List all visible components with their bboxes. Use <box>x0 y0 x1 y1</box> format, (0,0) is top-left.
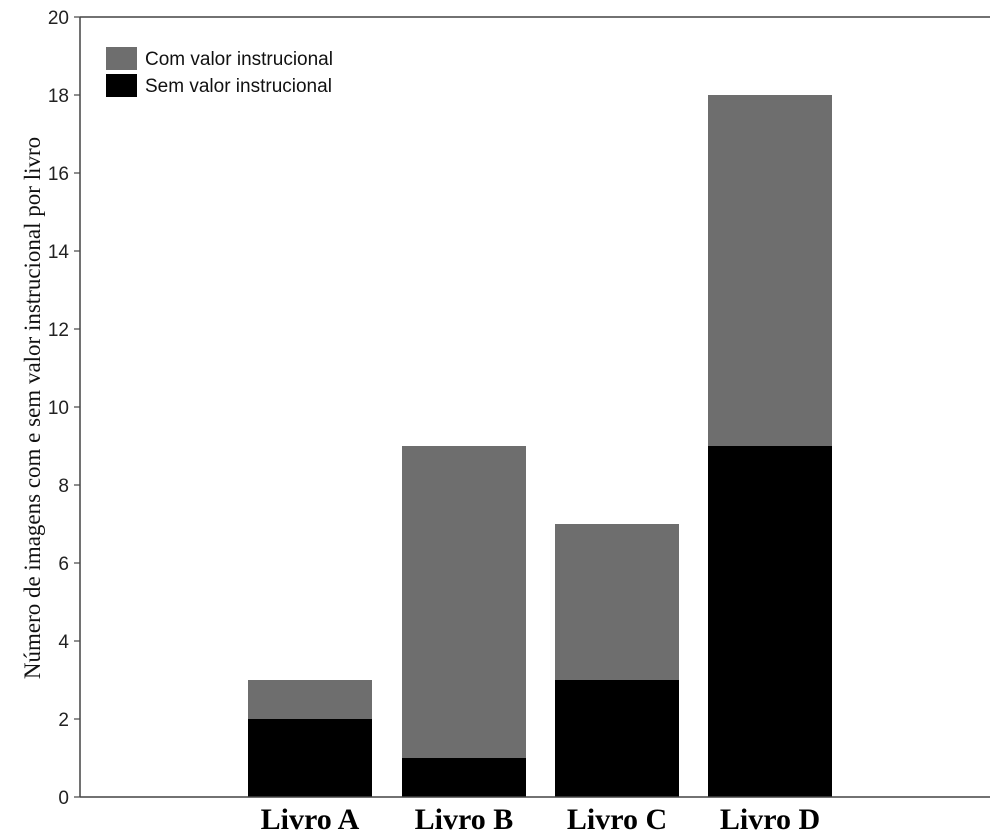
category-label: Livro A <box>261 803 360 834</box>
bar-com-1 <box>248 680 372 719</box>
y-tick-label: 12 <box>48 320 69 341</box>
bar-com-4 <box>708 95 832 446</box>
category-label: Livro C <box>567 803 667 834</box>
y-tick-label: 4 <box>58 632 69 653</box>
bar-com-2 <box>402 446 526 758</box>
y-tick-label: 20 <box>48 8 69 29</box>
legend-label: Com valor instrucional <box>145 49 333 70</box>
y-tick-label: 0 <box>58 788 69 809</box>
y-tick-label: 2 <box>58 710 69 731</box>
y-tick-label: 16 <box>48 164 69 185</box>
axes <box>79 16 990 798</box>
y-tick-label: 8 <box>58 476 69 497</box>
category-labels: Livro A Livro B Livro C Livro D <box>261 803 820 834</box>
y-tick-label: 18 <box>48 86 69 107</box>
y-axis-title-group: Número de imagens com e sem valor instru… <box>20 137 45 679</box>
legend: Com valor instrucional Sem valor instruci… <box>106 47 333 97</box>
bar-sem-3 <box>555 680 679 797</box>
y-axis-ticks: 0 2 4 6 8 10 12 14 16 18 20 <box>48 8 80 809</box>
y-tick-label: 6 <box>58 554 69 575</box>
y-tick-label: 14 <box>48 242 70 263</box>
y-tick-label: 10 <box>48 398 69 419</box>
legend-swatch <box>106 74 137 97</box>
bars-group <box>248 95 832 797</box>
bar-sem-2 <box>402 758 526 797</box>
bar-sem-1 <box>248 719 372 797</box>
category-label: Livro B <box>415 803 514 834</box>
y-axis-title: Número de imagens com e sem valor instru… <box>20 137 45 679</box>
legend-label: Sem valor instrucional <box>145 76 332 97</box>
legend-swatch <box>106 47 137 70</box>
bar-com-3 <box>555 524 679 680</box>
bar-sem-4 <box>708 446 832 797</box>
category-label: Livro D <box>720 803 820 834</box>
